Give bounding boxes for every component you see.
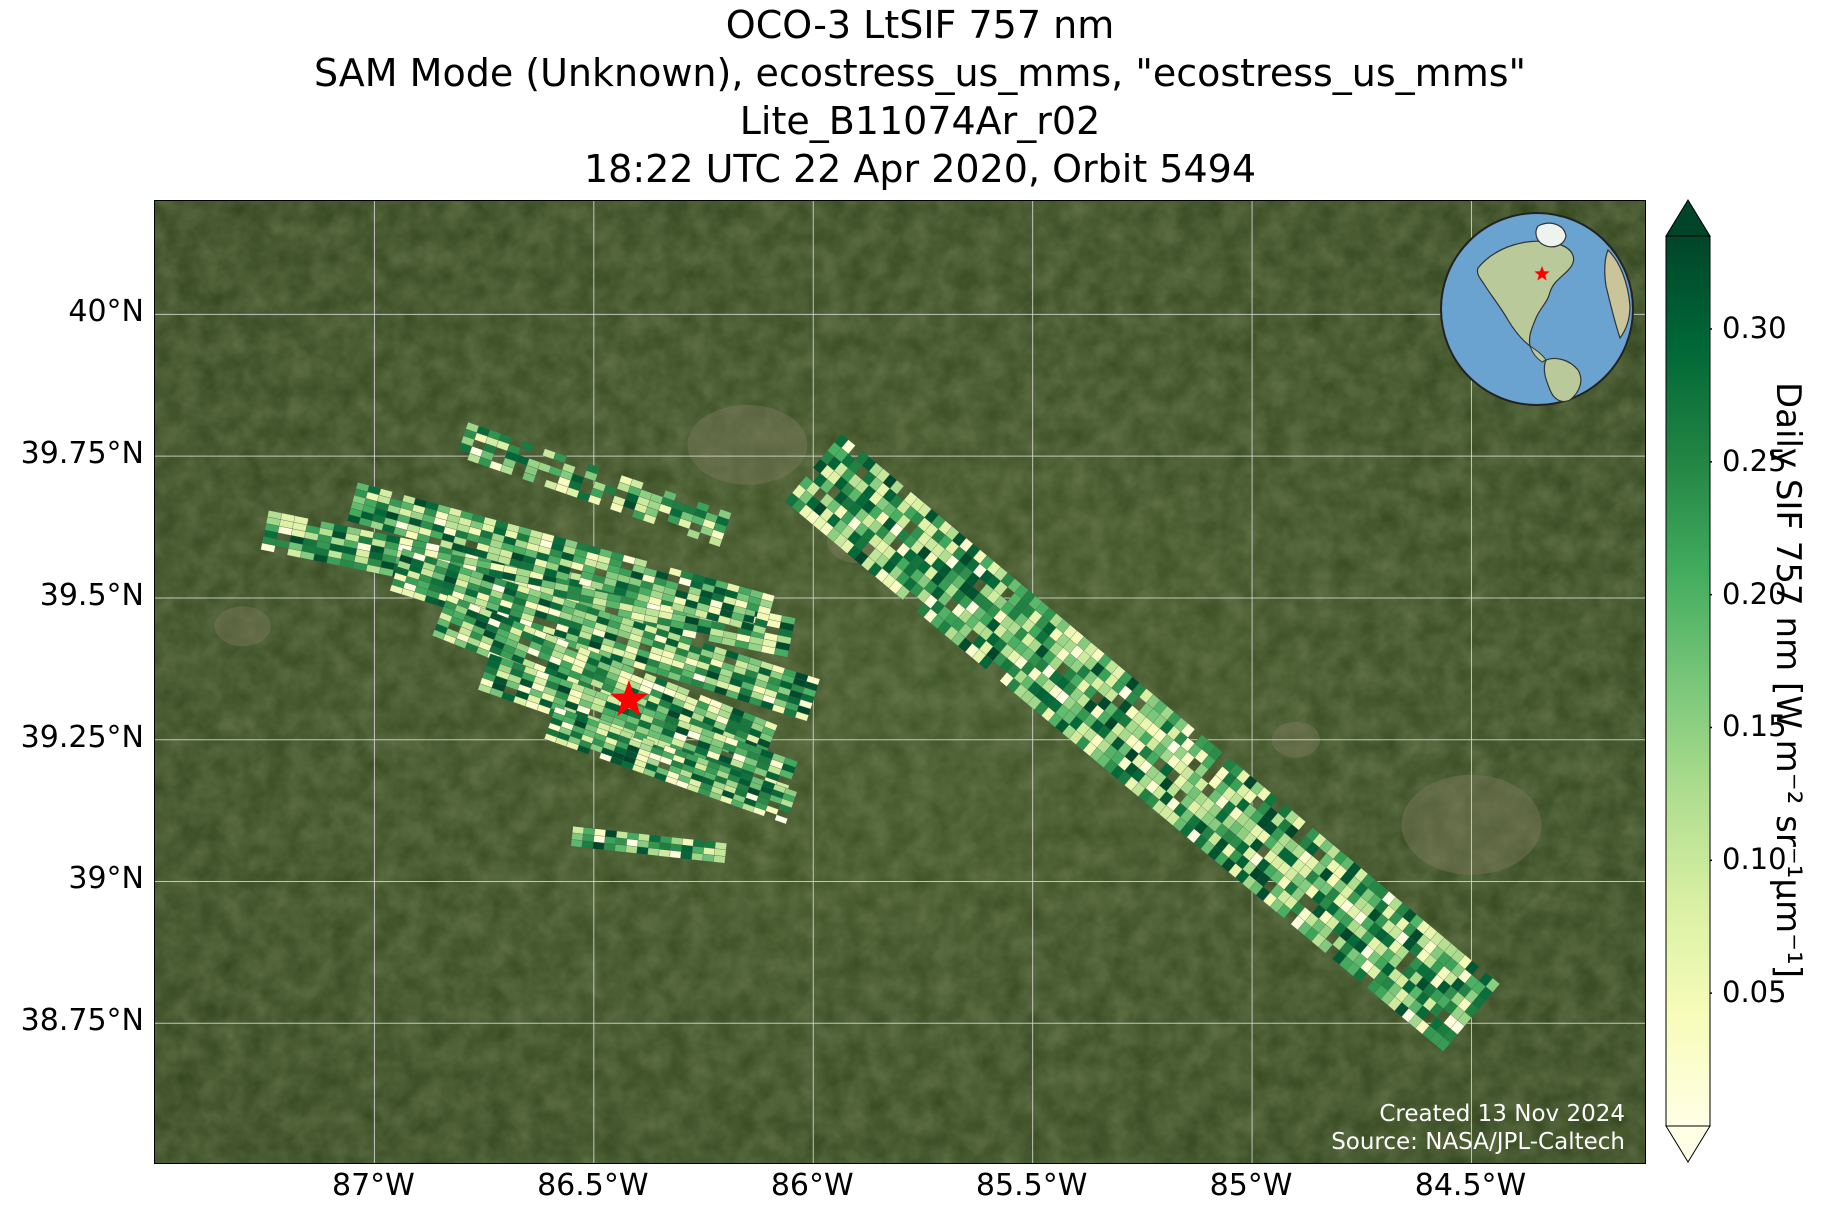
longitude-tick-label: 85.5°W [975,1168,1088,1203]
longitude-tick-label: 85°W [1209,1168,1293,1203]
colorbar-extend-bottom [1665,1125,1711,1163]
sif-sounding [669,850,682,859]
latitude-tick-label: 38.75°N [20,1003,144,1039]
sif-sounding [636,846,649,855]
sif-sounding [592,841,605,851]
urban-area [687,404,808,485]
sif-sounding [647,847,660,857]
urban-area [214,606,271,647]
sif-sounding [581,840,594,849]
created-credit: Created 13 Nov 2024 [1379,1101,1625,1127]
title-line-1: OCO-3 LtSIF 757 nm [725,3,1115,47]
sif-sounding [691,852,704,861]
latitude-tick-label: 39.75°N [20,436,144,472]
latitude-tick-label: 39.25°N [20,719,144,755]
latitude-tick-label: 39°N [68,861,144,897]
sif-sounding [570,839,583,848]
sif-sounding [680,851,693,860]
title-line-2: SAM Mode (Unknown), ecostress_us_mms, "e… [313,51,1526,95]
sif-sounding [713,855,726,864]
title-line-4: 18:22 UTC 22 Apr 2020, Orbit 5494 [583,147,1256,191]
longitude-tick-label: 86.5°W [537,1168,649,1203]
colorbar-tick-label: 0.30 [1722,310,1787,345]
colorbar-label: Daily SIF 757 nm [W m⁻² sr⁻¹μm⁻¹] [1768,381,1808,979]
sif-sounding [1429,1002,1444,1018]
sif-sounding [614,844,627,853]
colorbar-tick-label: 0.05 [1722,975,1787,1010]
colorbar-extend-top [1665,199,1711,237]
inset-globe [1440,212,1634,406]
longitude-tick-label: 84.5°W [1414,1168,1527,1203]
colorbar-ramp [1665,235,1711,1127]
latitude-tick-label: 39.5°N [39,577,144,613]
greenland-land [1535,222,1567,248]
sif-sounding [625,845,638,854]
title-line-3: Lite_B11074Ar_r02 [739,99,1101,143]
sif-sounding [702,853,715,863]
longitude-tick-label: 86°W [770,1168,854,1203]
map-canvas[interactable] [155,201,1646,1164]
colorbar [1665,199,1712,1163]
longitude-tick-label: 87°W [331,1168,415,1203]
sif-sounding [658,849,671,858]
sif-soundings [260,421,1501,1052]
sif-sounding [819,478,835,494]
latitude-tick-label: 40°N [68,294,144,330]
map-panel[interactable]: Created 13 Nov 2024 Source: NASA/JPL-Cal… [154,200,1646,1164]
source-credit: Source: NASA/JPL-Caltech [1331,1129,1625,1155]
sif-sounding [603,842,616,852]
